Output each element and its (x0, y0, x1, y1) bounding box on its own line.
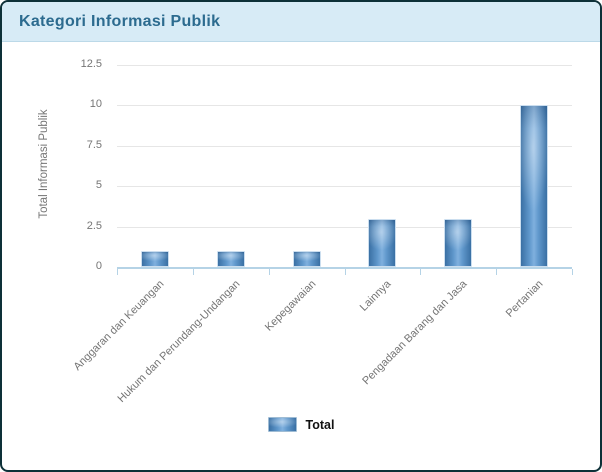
x-axis-tick (192, 269, 194, 275)
gridline (117, 105, 572, 107)
gridline (117, 186, 572, 188)
legend-item-total[interactable]: Total (267, 417, 335, 432)
bar-lainnya[interactable] (368, 218, 397, 267)
card-header: Kategori Informasi Publik (2, 2, 600, 42)
y-axis-tick-label: 12.5 (80, 58, 102, 70)
x-axis-tick (496, 269, 498, 275)
gridline (117, 226, 572, 228)
legend-swatch (267, 417, 297, 432)
y-axis-tick-label: 2.5 (86, 219, 102, 232)
bar-kepegawaian[interactable] (292, 250, 321, 267)
chart-legend: Total (2, 417, 600, 432)
legend-label: Total (305, 417, 335, 432)
x-axis-tick (344, 269, 346, 275)
x-axis-tick (268, 269, 270, 275)
x-axis-tick (572, 269, 573, 275)
bar-pertanian[interactable] (520, 105, 549, 267)
x-axis-line (117, 267, 572, 269)
gridline (117, 65, 572, 66)
gridline (117, 145, 572, 147)
y-axis-tick-label: 7.5 (86, 138, 102, 151)
page-title: Kategori Informasi Publik (19, 12, 221, 30)
x-axis-tick (420, 269, 422, 275)
y-axis-tick-label: 5 (95, 179, 102, 192)
y-axis-tick-label: 0 (95, 260, 102, 272)
bar-chart: Total Informasi Publik 0 2.5 5 7.5 10 12.5 Ang… (2, 43, 600, 470)
bar-anggaran-dan-keuangan[interactable] (140, 250, 169, 267)
bar-hukum-dan-perundang-undangan[interactable] (216, 250, 245, 267)
y-axis-title: Total Informasi Publik (38, 109, 50, 219)
x-axis-tick (117, 269, 118, 275)
y-axis-tick-label: 10 (89, 98, 102, 111)
bar-pengadaan-barang-dan-jasa[interactable] (444, 218, 473, 267)
